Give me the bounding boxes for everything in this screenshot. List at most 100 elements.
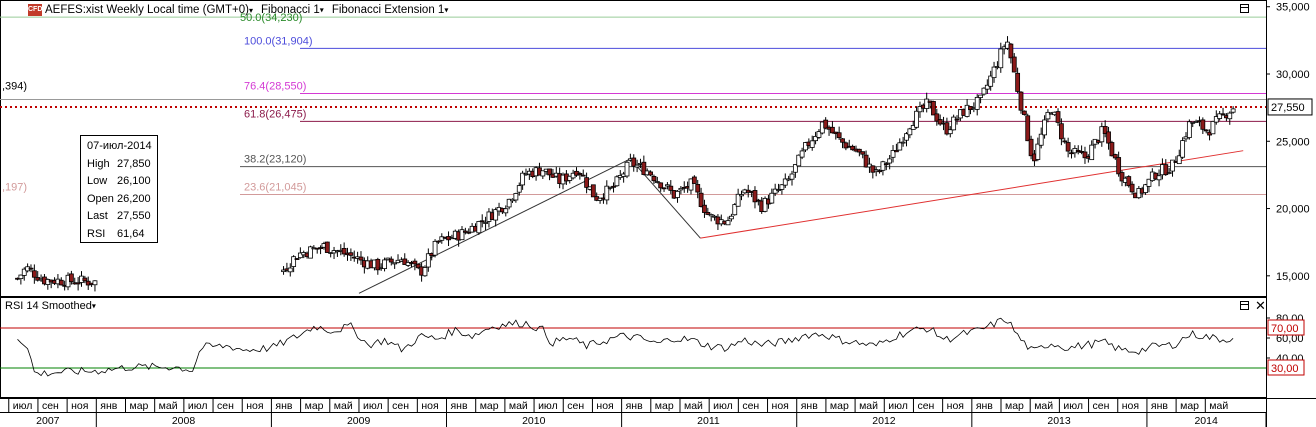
candle-body	[850, 145, 856, 151]
candle-body	[1112, 154, 1118, 159]
candle-body	[415, 263, 421, 269]
rsi-title-label: RSI 14 Smoothed	[5, 300, 92, 312]
candle-body	[984, 84, 990, 90]
candle-body	[476, 221, 482, 234]
month-tick-label: ноя	[772, 400, 789, 412]
candle-body	[75, 282, 81, 285]
candle-body	[900, 141, 906, 144]
candle-body	[92, 280, 98, 286]
candle-body	[698, 192, 704, 207]
candle-body	[981, 87, 987, 95]
candle-body	[318, 247, 323, 249]
indicator-label: Fibonacci Extension 1	[331, 4, 445, 16]
maximize-icon[interactable]	[1240, 301, 1249, 310]
month-tick-label: май	[684, 400, 703, 412]
candle-body	[462, 230, 468, 233]
candle-body	[483, 222, 488, 224]
candle-body	[951, 116, 957, 131]
candle-body	[937, 119, 943, 125]
candle-body	[1203, 129, 1209, 132]
candle-body	[567, 175, 573, 181]
symbol-title[interactable]: AEFES:xist Weekly Local time (GMT+0)	[45, 4, 249, 16]
candle-body	[661, 187, 667, 190]
month-tick-label: июл	[713, 400, 733, 412]
info-key: Open	[87, 192, 114, 205]
chevron-down-icon[interactable]: ▾	[248, 5, 253, 15]
month-tick-label: янв	[976, 400, 993, 412]
candle-body	[479, 220, 485, 223]
candle-body	[782, 178, 788, 186]
indicator-label: Fibonacci 1	[260, 4, 320, 16]
month-tick-label: май	[859, 400, 878, 412]
candle-body	[631, 157, 637, 167]
month-tick-label: янв	[801, 400, 818, 412]
candle-body	[547, 168, 552, 176]
month-tick-label: янв	[100, 400, 117, 412]
candle-body	[641, 161, 647, 175]
candle-body	[678, 187, 684, 191]
fib-level-label: 76.4(28,550)	[244, 81, 306, 93]
month-tick-label: сен	[742, 400, 759, 412]
last-price-box	[1267, 98, 1313, 116]
info-value: 26,100	[117, 175, 151, 187]
candle-body	[422, 267, 428, 277]
close-icon[interactable]: ✕	[1255, 298, 1266, 313]
candle-body	[1082, 151, 1088, 159]
candle-body	[1116, 157, 1122, 175]
candle-body	[375, 258, 381, 271]
candle-body	[954, 118, 960, 121]
candle-body	[294, 258, 300, 260]
indicator-fibonacci-extension[interactable]: Fibonacci Extension 1▾	[332, 4, 449, 16]
month-tick-label: июл	[1063, 400, 1083, 412]
year-tick-label: 2011	[697, 415, 720, 427]
candle-body	[887, 158, 893, 164]
candle-body	[877, 170, 882, 173]
candle-body	[779, 184, 785, 190]
candle-body	[358, 256, 364, 261]
month-tick-label: июл	[888, 400, 908, 412]
candle-body	[931, 101, 936, 116]
fib-50-label: 50.0(34,230)	[240, 12, 302, 24]
candle-body	[1038, 133, 1044, 146]
last-price-label: 27,550	[1271, 102, 1305, 114]
candle-body	[1035, 143, 1041, 160]
candle-body	[436, 240, 441, 243]
price-tick-label: 25,000	[1276, 136, 1310, 148]
rsi-70-box	[1267, 319, 1305, 336]
month-tick-label: ноя	[246, 400, 263, 412]
candle-body	[870, 165, 876, 173]
month-tick-label: ноя	[421, 400, 438, 412]
candle-body	[297, 252, 303, 259]
candle-body	[18, 274, 24, 279]
maximize-icon[interactable]	[1240, 4, 1249, 13]
info-key: High	[87, 157, 110, 170]
candle-body	[1200, 119, 1206, 130]
candle-body	[1065, 142, 1071, 152]
candle-body	[1089, 144, 1095, 161]
candle-body	[1075, 149, 1081, 152]
candle-body	[1119, 172, 1125, 182]
candle-body	[1129, 183, 1135, 193]
candle-body	[513, 193, 519, 201]
candle-body	[1102, 126, 1108, 135]
fib-level-label: 100.0(31,904)	[244, 35, 313, 47]
month-tick-label: июл	[13, 400, 33, 412]
fib-level-label: 38.2(23,120)	[244, 154, 306, 166]
candle-body	[1008, 43, 1014, 59]
candle-body	[21, 268, 27, 276]
candle-body	[1213, 116, 1219, 123]
month-tick-label: мар	[655, 400, 674, 412]
candle-body	[493, 209, 499, 221]
month-tick-label: июл	[363, 400, 383, 412]
indicator-fibonacci[interactable]: Fibonacci 1▾	[261, 4, 324, 16]
rsi-panel-title[interactable]: RSI 14 Smoothed▾	[5, 300, 96, 312]
candle-body	[1170, 159, 1175, 172]
info-row-open: Open 26,200	[87, 191, 157, 209]
candle-body	[308, 246, 313, 259]
candle-body	[803, 142, 808, 151]
candle-body	[281, 269, 286, 273]
candle-body	[978, 94, 983, 98]
candle-body	[654, 181, 660, 183]
candle-body	[735, 193, 741, 207]
candle-body	[934, 113, 940, 122]
